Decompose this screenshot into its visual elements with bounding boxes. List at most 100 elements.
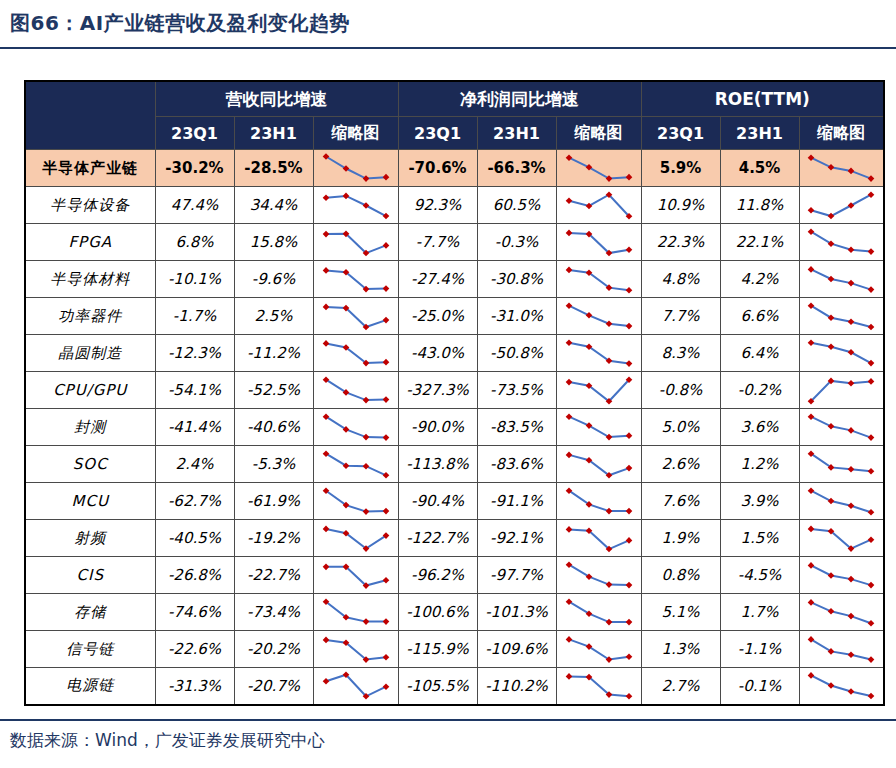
value-cell: -83.5%: [477, 409, 556, 446]
value-cell: -100.6%: [398, 594, 477, 631]
value-cell: -0.3%: [477, 224, 556, 261]
sparkline-chart: [801, 522, 881, 555]
data-point-marker-icon: [322, 194, 329, 201]
value-cell: 10.9%: [641, 187, 720, 224]
data-point-marker-icon: [848, 380, 855, 387]
value-cell: 34.4%: [234, 187, 313, 224]
sparkline-cell: [313, 446, 398, 483]
sparkline-cell: [799, 631, 884, 668]
data-point-marker-icon: [808, 154, 815, 161]
data-point-marker-icon: [382, 618, 389, 625]
value-cell: 92.3%: [398, 187, 477, 224]
data-point-marker-icon: [362, 508, 369, 515]
value-cell: -11.2%: [234, 335, 313, 372]
sparkline-cell: [556, 409, 641, 446]
value-cell: -83.6%: [477, 446, 556, 483]
data-point-marker-icon: [625, 322, 632, 329]
data-point-marker-icon: [808, 339, 815, 346]
sparkline-chart: [801, 263, 881, 296]
value-cell: 7.6%: [641, 483, 720, 520]
data-point-marker-icon: [828, 343, 835, 350]
sparkline-chart: [801, 633, 881, 666]
data-point-marker-icon: [625, 507, 632, 514]
sparkline-cell: [799, 298, 884, 335]
value-cell: 7.7%: [641, 298, 720, 335]
source-divider: [0, 719, 896, 721]
row-label: 存储: [25, 594, 155, 631]
sub-header-0-1: 23H1: [234, 117, 313, 150]
value-cell: 2.6%: [641, 446, 720, 483]
sparkline-chart: [316, 669, 396, 702]
sparkline-chart: [801, 669, 881, 702]
data-point-marker-icon: [808, 413, 815, 420]
sparkline-cell: [799, 594, 884, 631]
value-cell: 22.3%: [641, 224, 720, 261]
sparkline-cell: [556, 335, 641, 372]
row-label: 半导体设备: [25, 187, 155, 224]
data-point-marker-icon: [625, 173, 632, 180]
sparkline-chart: [316, 300, 396, 333]
data-point-marker-icon: [848, 279, 855, 286]
data-point-marker-icon: [868, 175, 875, 182]
data-point-marker-icon: [868, 378, 875, 385]
value-cell: -26.8%: [155, 557, 234, 594]
value-cell: -28.5%: [234, 150, 313, 187]
data-point-marker-icon: [808, 207, 815, 214]
sparkline-cell: [556, 187, 641, 224]
data-point-marker-icon: [868, 434, 875, 441]
value-cell: -74.6%: [155, 594, 234, 631]
table-row: 信号链-22.6%-20.2%-115.9%-109.6%1.3%-1.1%: [25, 631, 884, 668]
sparkline-chart: [801, 559, 881, 592]
data-point-marker-icon: [565, 378, 572, 385]
row-label: 电源链: [25, 668, 155, 705]
data-point-marker-icon: [322, 563, 329, 570]
value-cell: -20.2%: [234, 631, 313, 668]
sparkline-cell: [799, 483, 884, 520]
sparkline-chart: [559, 374, 639, 407]
value-cell: 0.8%: [641, 557, 720, 594]
sparkline-chart: [316, 374, 396, 407]
sparkline-chart: [801, 337, 881, 370]
sparkline-chart: [316, 337, 396, 370]
sparkline-cell: [313, 187, 398, 224]
value-cell: -105.5%: [398, 668, 477, 705]
data-point-marker-icon: [848, 318, 855, 325]
data-point-marker-icon: [565, 229, 572, 236]
industry-table: 营收同比增速净利润同比增速ROE(TTM)23Q123H1缩略图23Q123H1…: [24, 80, 885, 706]
sparkline-cell: [556, 631, 641, 668]
sparkline-chart: [801, 152, 881, 185]
data-point-marker-icon: [565, 302, 572, 309]
value-cell: -66.3%: [477, 150, 556, 187]
sparkline-cell: [556, 668, 641, 705]
data-point-marker-icon: [322, 525, 329, 532]
sparkline-cell: [556, 224, 641, 261]
row-label: MCU: [25, 483, 155, 520]
data-point-marker-icon: [625, 360, 632, 367]
row-label: 封测: [25, 409, 155, 446]
data-point-marker-icon: [322, 230, 329, 237]
table-header: 营收同比增速净利润同比增速ROE(TTM)23Q123H1缩略图23Q123H1…: [25, 81, 884, 150]
sub-header-0-0: 23Q1: [155, 117, 234, 150]
row-label: 半导体产业链: [25, 150, 155, 187]
data-point-marker-icon: [625, 618, 632, 625]
value-cell: 3.9%: [720, 483, 799, 520]
data-point-marker-icon: [868, 620, 875, 627]
sparkline-chart: [801, 596, 881, 629]
value-cell: 2.7%: [641, 668, 720, 705]
sparkline-cell: [556, 520, 641, 557]
data-point-marker-icon: [322, 303, 329, 310]
sparkline-cell: [556, 483, 641, 520]
sub-header-2-0: 23Q1: [641, 117, 720, 150]
data-point-marker-icon: [828, 608, 835, 615]
data-point-marker-icon: [382, 358, 389, 365]
value-cell: 11.8%: [720, 187, 799, 224]
sparkline-chart: [316, 522, 396, 555]
value-cell: -31.0%: [477, 298, 556, 335]
sparkline-cell: [313, 261, 398, 298]
data-point-marker-icon: [322, 678, 329, 685]
data-point-marker-icon: [868, 286, 875, 293]
value-cell: -7.7%: [398, 224, 477, 261]
sparkline-cell: [799, 335, 884, 372]
data-point-marker-icon: [808, 599, 815, 606]
sparkline-chart: [316, 448, 396, 481]
